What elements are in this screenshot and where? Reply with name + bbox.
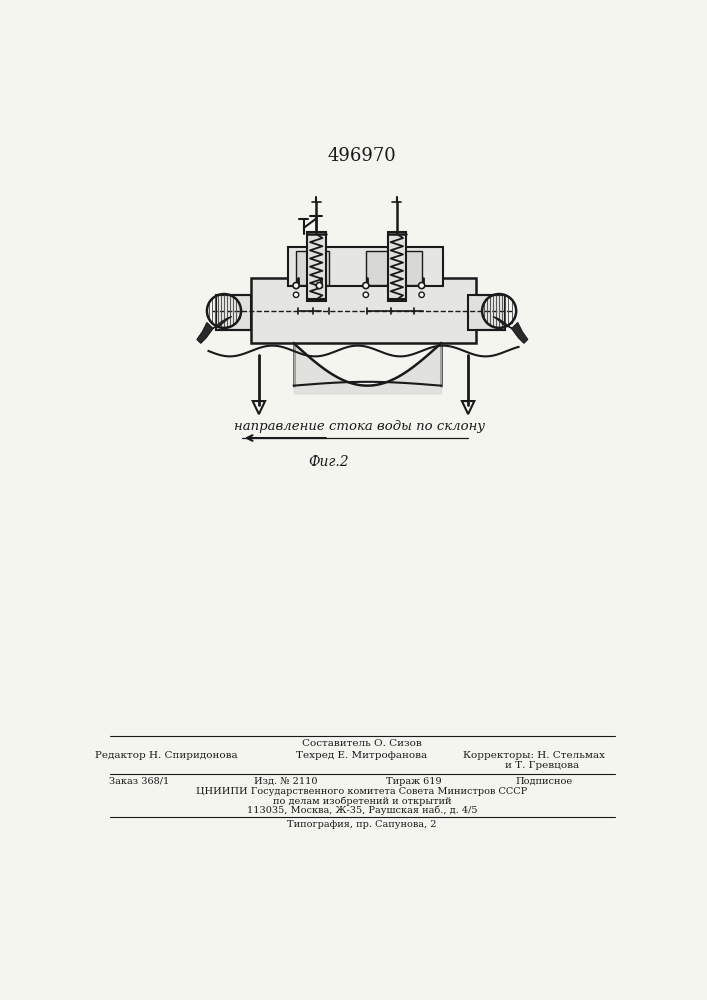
Text: Подписное: Подписное — [515, 777, 573, 786]
Text: Тираж 619: Тираж 619 — [386, 777, 442, 786]
Bar — [216, 295, 251, 330]
Text: по делам изобретений и открытий: по делам изобретений и открытий — [273, 796, 451, 806]
Circle shape — [419, 292, 424, 297]
Polygon shape — [197, 316, 232, 343]
Bar — [387, 232, 406, 301]
Text: Типография, пр. Сапунова, 2: Типография, пр. Сапунова, 2 — [287, 820, 437, 829]
Circle shape — [363, 282, 369, 289]
Text: 113035, Москва, Ж-35, Раушская наб., д. 4/5: 113035, Москва, Ж-35, Раушская наб., д. … — [247, 805, 477, 815]
Text: Редактор Н. Спиридонова: Редактор Н. Спиридонова — [95, 751, 237, 760]
Text: направление стока воды по склону: направление стока воды по склону — [234, 420, 485, 433]
Bar — [307, 232, 325, 301]
Bar — [296, 251, 329, 285]
Text: Заказ 368/1: Заказ 368/1 — [109, 777, 169, 786]
Text: ЦНИИПИ Государственного комитета Совета Министров СССР: ЦНИИПИ Государственного комитета Совета … — [197, 787, 527, 796]
Circle shape — [316, 282, 322, 289]
Text: Фиг.2: Фиг.2 — [308, 455, 349, 469]
Circle shape — [363, 292, 368, 297]
Circle shape — [419, 282, 425, 289]
Text: Составитель О. Сизов: Составитель О. Сизов — [302, 739, 422, 748]
Circle shape — [293, 282, 299, 289]
Text: 496970: 496970 — [327, 147, 397, 165]
Bar — [366, 251, 421, 285]
Circle shape — [293, 292, 299, 297]
Text: Техред Е. Митрофанова: Техред Е. Митрофанова — [296, 751, 428, 760]
Text: Корректоры: Н. Стельмах: Корректоры: Н. Стельмах — [463, 751, 605, 760]
Text: и Т. Гревцова: и Т. Гревцова — [505, 761, 579, 770]
Bar — [468, 295, 506, 330]
Bar — [251, 278, 476, 343]
Polygon shape — [493, 316, 528, 343]
Bar — [288, 247, 443, 286]
Text: Изд. № 2110: Изд. № 2110 — [255, 777, 317, 786]
